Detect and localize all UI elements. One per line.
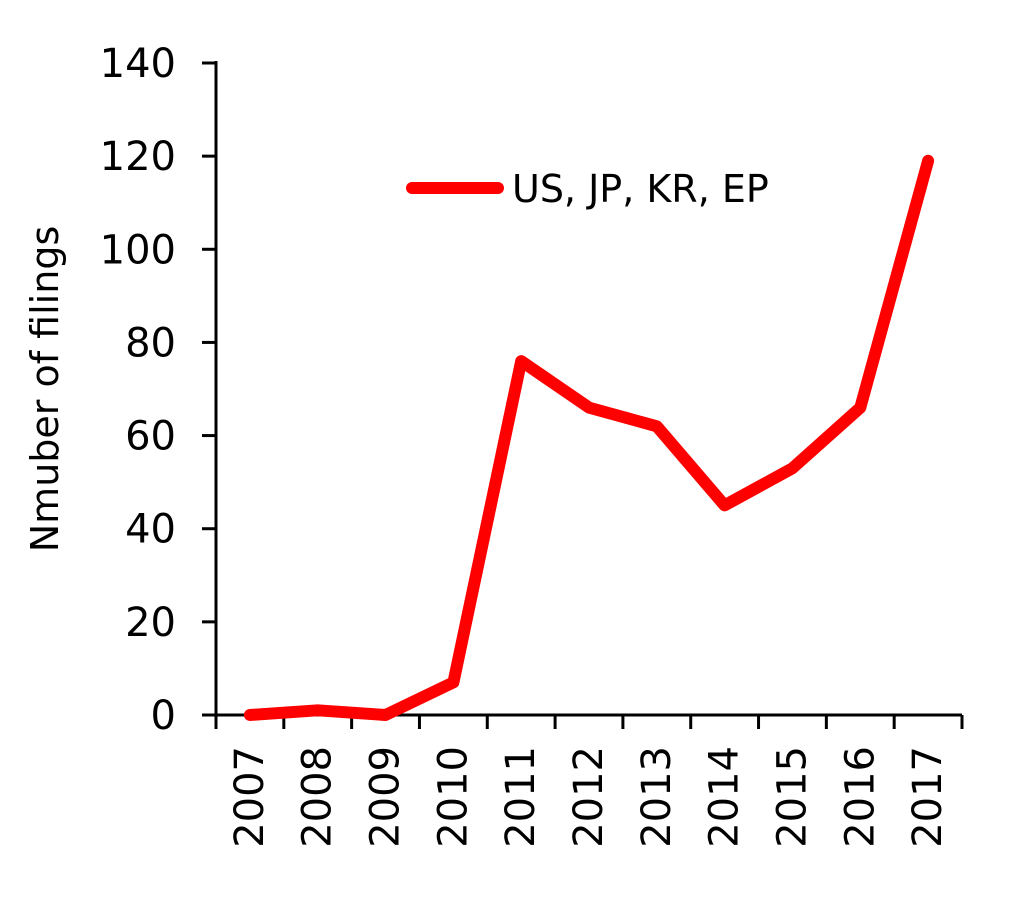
y-tick-label: 0 [151, 693, 176, 739]
y-axis-ticks: 0 20 40 60 80 100 120 140 [100, 41, 216, 739]
y-tick-label: 80 [125, 320, 176, 366]
legend-label: US, JP, KR, EP [512, 167, 769, 211]
y-tick-label: 20 [125, 600, 176, 646]
x-tick-label: 2007 [227, 746, 273, 848]
x-tick-label: 2008 [295, 746, 341, 848]
x-tick-label: 2014 [702, 746, 748, 848]
axes [215, 61, 963, 715]
y-tick-label: 40 [125, 507, 176, 553]
x-tick-label: 2017 [905, 746, 951, 848]
y-tick-label: 100 [100, 227, 176, 273]
x-tick-label: 2009 [363, 746, 409, 848]
y-axis-label: Nmuber of filings [23, 226, 67, 553]
y-tick-label: 140 [100, 41, 176, 87]
y-tick-label: 120 [100, 134, 176, 180]
x-tick-label: 2011 [498, 746, 544, 848]
x-tick-label: 2016 [837, 746, 883, 848]
x-tick-label: 2015 [769, 746, 815, 848]
x-tick-label: 2012 [566, 746, 612, 848]
legend: US, JP, KR, EP [412, 167, 769, 211]
series-lines [250, 161, 928, 715]
x-axis-ticks: 2007 2008 2009 2010 2011 2012 2013 2014 2015 2016… [216, 715, 962, 848]
series-line [250, 161, 928, 715]
x-tick-label: 2010 [430, 746, 476, 848]
y-tick-label: 60 [125, 414, 176, 460]
x-tick-label: 2013 [634, 746, 680, 848]
